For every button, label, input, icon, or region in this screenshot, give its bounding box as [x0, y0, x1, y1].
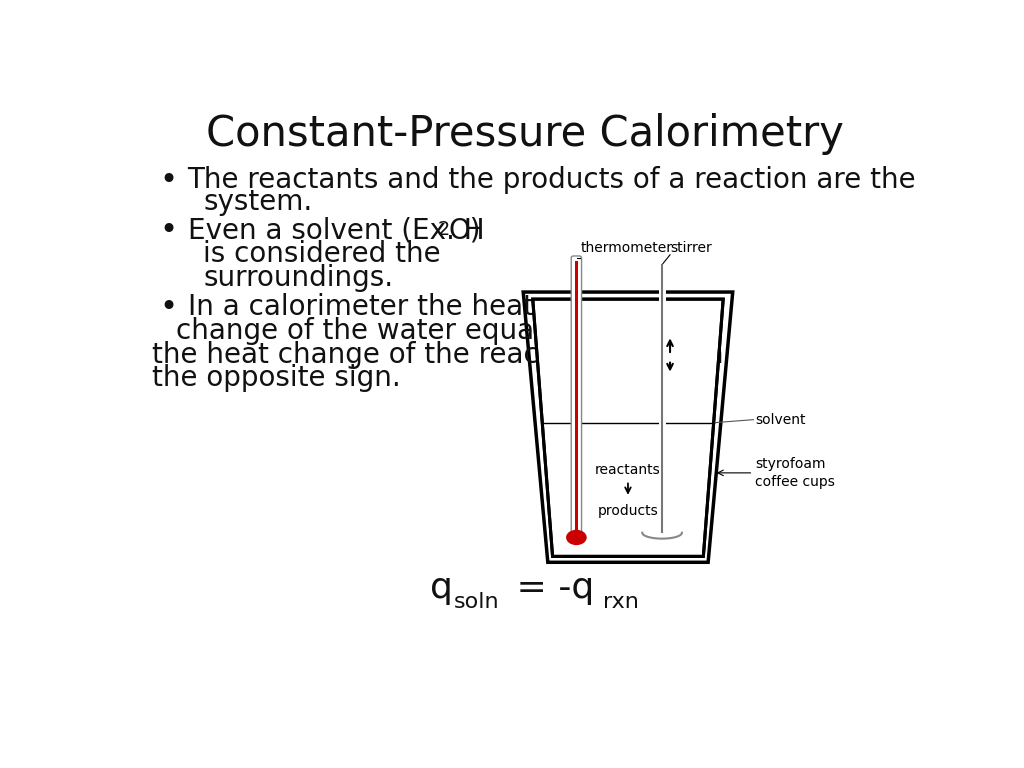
Circle shape	[566, 530, 587, 545]
Text: 2: 2	[437, 220, 450, 240]
Polygon shape	[543, 422, 714, 556]
Text: is considered the: is considered the	[204, 240, 441, 268]
Text: stirrer: stirrer	[670, 241, 712, 255]
Text: solvent: solvent	[755, 412, 806, 427]
Text: thermometer: thermometer	[581, 241, 673, 255]
Bar	[574, 260, 578, 533]
Text: In a calorimeter the heat: In a calorimeter the heat	[187, 293, 534, 321]
Text: system.: system.	[204, 188, 312, 216]
Text: Constant-Pressure Calorimetry: Constant-Pressure Calorimetry	[206, 113, 844, 155]
FancyBboxPatch shape	[571, 256, 582, 538]
Text: q: q	[430, 571, 453, 604]
Text: soln: soln	[454, 592, 499, 612]
Polygon shape	[523, 292, 733, 562]
Text: •: •	[160, 293, 178, 323]
Text: = -q: = -q	[505, 571, 594, 604]
Text: Even a solvent (Ex. H: Even a solvent (Ex. H	[187, 217, 484, 244]
Text: styrofoam
coffee cups: styrofoam coffee cups	[755, 457, 835, 489]
Text: the opposite sign.: the opposite sign.	[152, 364, 400, 392]
Text: products: products	[598, 504, 658, 518]
Text: the heat change of the reaction, but with: the heat change of the reaction, but wit…	[152, 340, 723, 369]
Text: surroundings.: surroundings.	[204, 263, 393, 292]
Text: reactants: reactants	[595, 463, 660, 477]
Text: change of the water equals: change of the water equals	[176, 317, 556, 345]
Polygon shape	[532, 299, 723, 556]
Text: •: •	[160, 217, 178, 245]
Text: rxn: rxn	[602, 592, 638, 612]
Text: O): O)	[449, 217, 481, 244]
Text: •: •	[160, 166, 178, 195]
Text: The reactants and the products of a reaction are the: The reactants and the products of a reac…	[187, 166, 916, 194]
